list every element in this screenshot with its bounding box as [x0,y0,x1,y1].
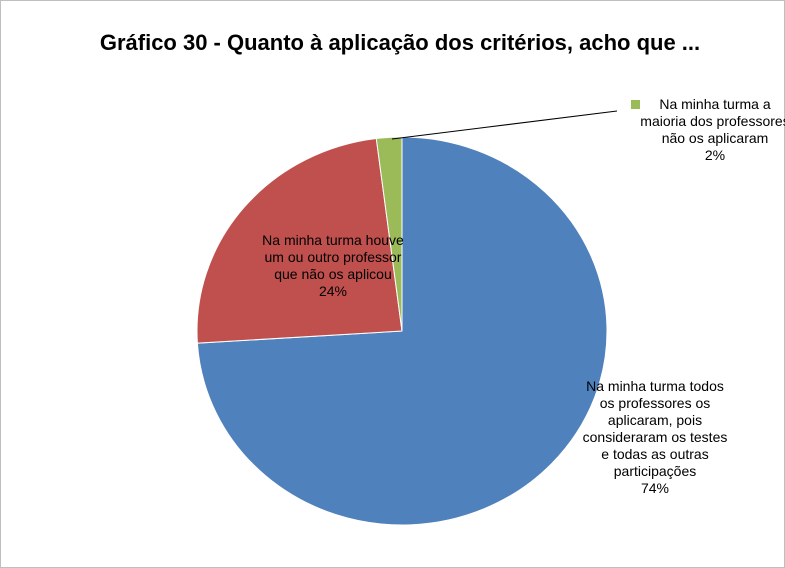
leader-line [391,110,618,140]
slice-label: Na minha turma houve um ou outro profess… [258,232,408,300]
slice-label: Na minha turma todos os professores os a… [580,378,730,497]
slice-value-label: 24% [318,283,348,299]
pie-slice [375,136,403,332]
slice-value-label: 74% [640,480,670,496]
slice-value-label: 2% [704,147,726,163]
slice-category: Na minha turma todos os professores os a… [582,378,728,479]
slice-label: Na minha turma a maioria dos professores… [640,96,785,164]
slice-category: Na minha turma a maioria dos professores… [640,96,785,146]
slice-category: Na minha turma houve um ou outro profess… [262,232,404,282]
chart-title: Gráfico 30 - Quanto à aplicação dos crit… [99,30,701,55]
legend-swatch [631,100,640,109]
pie-slice [196,137,403,344]
